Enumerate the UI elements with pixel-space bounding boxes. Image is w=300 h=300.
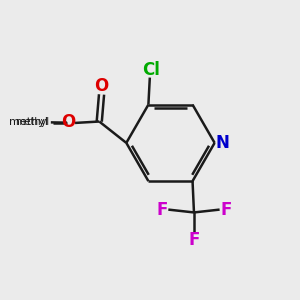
Text: F: F — [220, 201, 232, 219]
Text: F: F — [156, 201, 167, 219]
Text: F: F — [188, 231, 200, 249]
Text: methyl: methyl — [9, 117, 48, 127]
Text: Cl: Cl — [142, 61, 160, 79]
Text: N: N — [216, 134, 230, 152]
Text: methyl: methyl — [15, 117, 50, 128]
Text: O: O — [61, 113, 75, 131]
Text: O: O — [94, 77, 109, 95]
